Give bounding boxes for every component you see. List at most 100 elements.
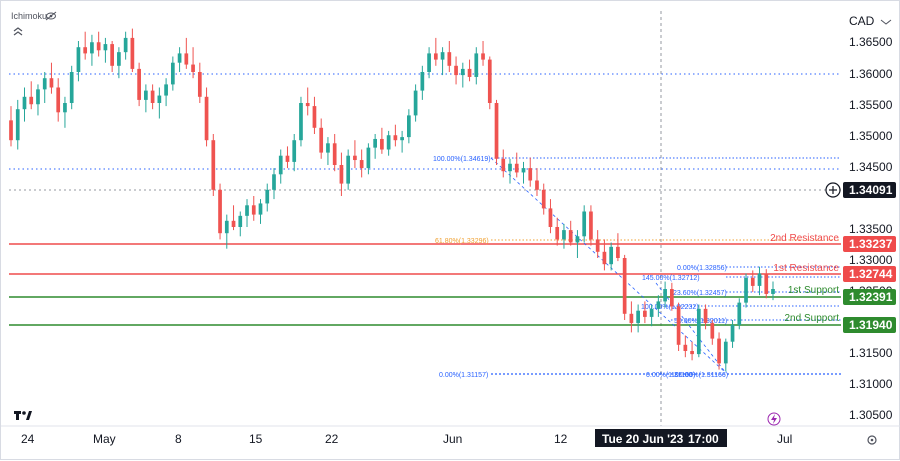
candle-up[interactable]: [346, 155, 351, 184]
candle-down[interactable]: [764, 273, 769, 294]
candle-up[interactable]: [15, 109, 20, 141]
candle-down[interactable]: [602, 251, 607, 265]
candle-up[interactable]: [562, 230, 566, 240]
candle-up[interactable]: [744, 277, 748, 303]
candle-up[interactable]: [400, 137, 404, 141]
candle-down[interactable]: [339, 165, 344, 184]
candle-down[interactable]: [83, 47, 88, 54]
add-plus-button[interactable]: [825, 182, 841, 198]
candle-up[interactable]: [420, 72, 425, 91]
candle-down[interactable]: [481, 53, 485, 60]
candle-down[interactable]: [501, 158, 506, 172]
candle-down[interactable]: [359, 160, 364, 169]
candle-down[interactable]: [589, 211, 593, 240]
candle-down[interactable]: [717, 338, 721, 364]
candle-down[interactable]: [251, 205, 256, 215]
candle-up[interactable]: [366, 147, 371, 169]
candle-down[interactable]: [380, 138, 384, 150]
candle-down[interactable]: [29, 96, 34, 105]
candle-up[interactable]: [245, 205, 249, 216]
candle-down[interactable]: [305, 103, 310, 107]
candle-down[interactable]: [690, 351, 694, 355]
candle-up[interactable]: [103, 44, 108, 51]
candle-up[interactable]: [265, 189, 270, 204]
candle-up[interactable]: [757, 273, 762, 286]
candle-down[interactable]: [9, 120, 13, 141]
candle-up[interactable]: [723, 341, 728, 364]
candle-down[interactable]: [197, 72, 202, 97]
candle-up[interactable]: [42, 78, 47, 90]
candle-down[interactable]: [683, 344, 688, 351]
candle-down[interactable]: [669, 289, 674, 307]
candle-down[interactable]: [137, 68, 141, 100]
price-axis[interactable]: 1.36500 1.36000 1.35500 1.35000 1.34500 …: [843, 35, 896, 422]
candle-down[interactable]: [494, 103, 499, 159]
candle-up[interactable]: [299, 103, 303, 141]
candle-down[interactable]: [703, 308, 708, 324]
candle-up[interactable]: [696, 308, 701, 355]
candle-down[interactable]: [750, 277, 755, 286]
candle-down[interactable]: [184, 53, 189, 65]
candle-up[interactable]: [427, 53, 431, 72]
candle-up[interactable]: [413, 90, 418, 116]
candle-up[interactable]: [474, 53, 479, 77]
candle-down[interactable]: [629, 313, 634, 324]
candle-down[interactable]: [204, 96, 209, 141]
candle-down[interactable]: [96, 42, 101, 51]
candle-down[interactable]: [56, 87, 61, 113]
candle-up[interactable]: [609, 246, 614, 265]
candle-down[interactable]: [622, 258, 627, 314]
candle-up[interactable]: [117, 52, 121, 66]
candle-up[interactable]: [460, 68, 465, 76]
candle-down[interactable]: [568, 230, 573, 243]
candle-down[interactable]: [393, 135, 398, 141]
candle-down[interactable]: [595, 239, 600, 252]
candle-down[interactable]: [676, 306, 681, 345]
candle-up[interactable]: [407, 115, 411, 138]
candle-up[interactable]: [170, 62, 175, 85]
candle-up[interactable]: [771, 289, 775, 294]
candle-down[interactable]: [616, 246, 620, 258]
collapse-chevron-icon[interactable]: [13, 27, 23, 36]
candle-up[interactable]: [157, 95, 162, 103]
candle-up[interactable]: [656, 301, 661, 309]
candle-down[interactable]: [433, 53, 438, 60]
candle-down[interactable]: [514, 163, 519, 173]
candle-up[interactable]: [737, 302, 742, 325]
gear-icon[interactable]: [867, 435, 877, 445]
candle-up[interactable]: [144, 90, 148, 100]
candle-up[interactable]: [582, 211, 587, 237]
candle-down[interactable]: [332, 143, 337, 165]
candle-up[interactable]: [508, 163, 512, 172]
candle-up[interactable]: [521, 168, 526, 173]
candle-up[interactable]: [76, 47, 81, 72]
lightning-icon[interactable]: [767, 412, 781, 426]
candle-down[interactable]: [528, 168, 533, 181]
candle-down[interactable]: [285, 155, 290, 162]
time-axis[interactable]: 24 May 8 15 22 Jun 12 Jul Tue 20 Jun '23…: [21, 429, 792, 447]
candle-up[interactable]: [326, 143, 330, 153]
candle-down[interactable]: [454, 65, 458, 76]
candle-up[interactable]: [636, 310, 640, 324]
candle-up[interactable]: [292, 140, 297, 162]
candle-up[interactable]: [63, 103, 67, 113]
candle-up[interactable]: [177, 53, 182, 63]
candle-down[interactable]: [555, 227, 560, 240]
candle-down[interactable]: [467, 68, 472, 77]
candle-up[interactable]: [164, 84, 168, 96]
candle-up[interactable]: [69, 72, 74, 103]
candle-up[interactable]: [272, 174, 276, 190]
candle-down[interactable]: [353, 155, 357, 161]
candle-up[interactable]: [373, 138, 377, 148]
candle-up[interactable]: [440, 52, 445, 60]
candle-up[interactable]: [90, 42, 94, 54]
candle-up[interactable]: [575, 236, 580, 243]
candle-up[interactable]: [123, 37, 128, 53]
candle-down[interactable]: [312, 106, 317, 128]
price-scale-arrow-icon[interactable]: [880, 19, 892, 25]
candle-down[interactable]: [535, 180, 539, 190]
candle-down[interactable]: [191, 64, 195, 72]
candle-down[interactable]: [487, 59, 492, 103]
eye-icon[interactable]: [45, 11, 57, 21]
